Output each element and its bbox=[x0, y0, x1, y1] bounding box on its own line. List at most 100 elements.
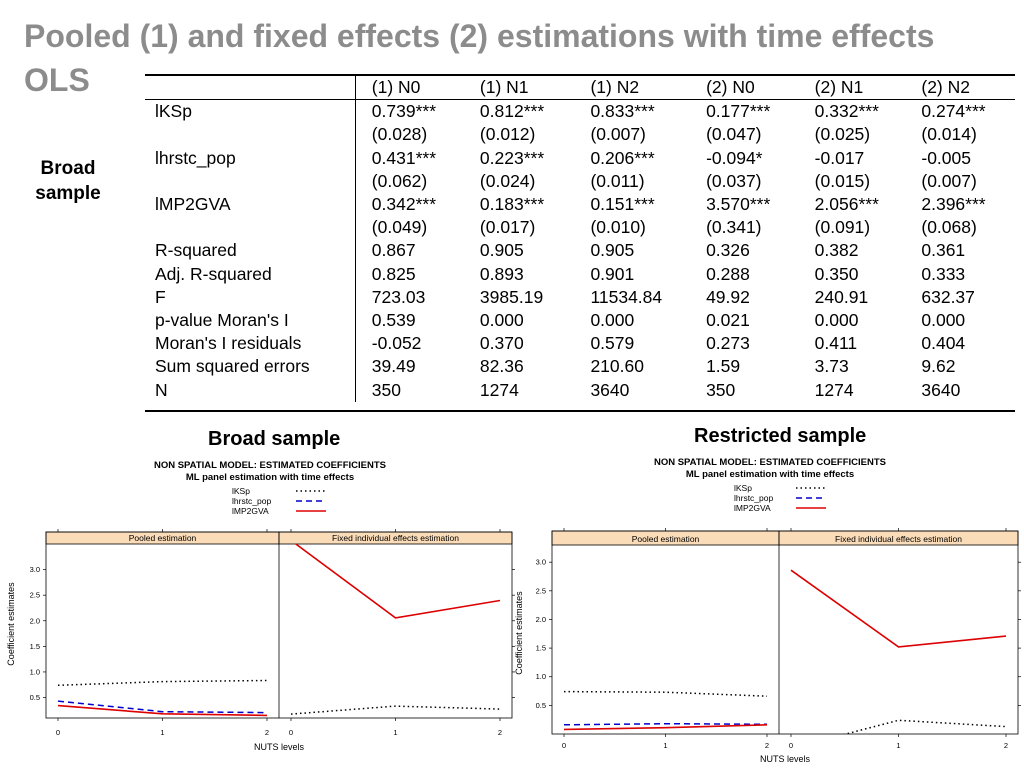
table-header-cell: (1) N2 bbox=[574, 76, 691, 101]
x-tick-label: 2 bbox=[265, 728, 269, 737]
table-cell: 210.60 bbox=[590, 356, 644, 377]
table-cell: 3985.19 bbox=[479, 286, 544, 307]
table-cell: 350 bbox=[706, 379, 736, 400]
table-header-cell: (2) N2 bbox=[905, 76, 1015, 101]
table-cell: (0.010) bbox=[590, 217, 646, 238]
table-cell: (0.047) bbox=[706, 124, 762, 145]
table-cell: (0.037) bbox=[706, 170, 762, 191]
table-cell: (0.062) bbox=[371, 170, 428, 191]
series-line-lmp2gva bbox=[294, 544, 501, 619]
series-line-lmp2gva bbox=[57, 704, 268, 717]
row-label: p-value Moran's I bbox=[145, 309, 356, 333]
series-line-lksp bbox=[57, 679, 268, 687]
x-tick-label: 0 bbox=[289, 728, 293, 737]
table-cell: (0.028) bbox=[371, 124, 428, 145]
table-row: lKSp 0.739*** 0.812*** 0.833*** 0.177*** 0.33… bbox=[145, 99, 1015, 124]
y-axis-label: Coefficient estimates bbox=[6, 582, 16, 666]
table-cell: 0.539 bbox=[371, 310, 416, 331]
y-tick-label: 0.5 bbox=[30, 693, 40, 702]
series-line-lksp bbox=[290, 705, 501, 715]
series-line-lmp2gva bbox=[563, 724, 768, 731]
row-label: N bbox=[145, 378, 356, 402]
table-header-cell: (2) N1 bbox=[798, 76, 906, 101]
table-cell: 39.49 bbox=[371, 356, 416, 377]
chart-subtitle: ML panel estimation with time effects bbox=[186, 472, 354, 483]
table-cell: (0.007) bbox=[921, 170, 977, 191]
x-tick-label: 0 bbox=[562, 741, 566, 750]
table-cell: 0.404 bbox=[921, 333, 966, 354]
y-tick-label: 2.0 bbox=[536, 615, 546, 624]
table-row: (0.062) (0.024) (0.011) (0.037) (0.015) (0.00… bbox=[145, 169, 1015, 194]
table-cell: (0.068) bbox=[921, 217, 977, 238]
table-cell: 0.350 bbox=[814, 263, 859, 284]
legend-label: lMP2GVA bbox=[734, 503, 771, 513]
table-cell: 0.901 bbox=[590, 263, 635, 284]
row-label bbox=[145, 169, 356, 194]
broad-sample-heading: Broad sample bbox=[208, 428, 341, 450]
row-label: R-squared bbox=[145, 239, 356, 263]
slide-title-line1: Pooled (1) and fixed effects (2) estimat… bbox=[24, 18, 935, 54]
table-body: lKSp 0.739*** 0.812*** 0.833*** 0.177*** 0.33… bbox=[145, 99, 1015, 402]
table-header-cell: (2) N0 bbox=[690, 76, 799, 101]
table-cell: 49.92 bbox=[706, 286, 750, 307]
table-cell: (0.024) bbox=[479, 170, 536, 191]
chart-title: NON SPATIAL MODEL: ESTIMATED COEFFICIENT… bbox=[154, 460, 386, 471]
x-tick-label: 2 bbox=[765, 741, 769, 750]
panel-strip-label: Pooled estimation bbox=[632, 534, 700, 544]
table-cell: 0.361 bbox=[921, 240, 966, 261]
y-tick-label: 0.5 bbox=[536, 701, 546, 710]
table-cell: 1.59 bbox=[706, 356, 741, 377]
panel-series-group bbox=[790, 569, 1007, 734]
table-cell: 0.288 bbox=[706, 263, 750, 284]
table-cell: 82.36 bbox=[479, 356, 524, 377]
slide-title-line2: OLS bbox=[24, 62, 90, 98]
panel-series-group bbox=[57, 679, 268, 717]
x-tick-label: 0 bbox=[789, 741, 793, 750]
table-cell: -0.017 bbox=[814, 147, 865, 168]
restricted-sample-chart: NON SPATIAL MODEL: ESTIMATED COEFFICIENT… bbox=[514, 457, 1021, 764]
table-cell: (0.049) bbox=[371, 217, 428, 238]
panel-strip-label: Fixed individual effects estimation bbox=[835, 534, 962, 544]
table-cell: 0.867 bbox=[371, 240, 416, 261]
series-line-lhrstc-pop bbox=[57, 700, 268, 714]
table-cell: 2.396*** bbox=[921, 194, 986, 215]
table-cell: 0.274*** bbox=[921, 101, 986, 122]
y-tick-label: 3.0 bbox=[536, 558, 546, 567]
table-cell: -0.052 bbox=[371, 333, 422, 354]
series-line-lhrstc-pop bbox=[563, 722, 768, 726]
table-cell: 2.056*** bbox=[814, 194, 879, 215]
row-label: lKSp bbox=[145, 99, 356, 124]
y-axis-label: Coefficient estimates bbox=[514, 591, 524, 675]
side-label-line1: Broad bbox=[40, 158, 96, 179]
panel-strip-label: Pooled estimation bbox=[129, 533, 197, 543]
x-axis-label: NUTS levels bbox=[760, 754, 811, 764]
table-cell: 240.91 bbox=[814, 286, 869, 307]
table-row: p-value Moran's I 0.539 0.000 0.000 0.021 0.0… bbox=[145, 309, 1015, 333]
table-cell: (0.007) bbox=[590, 124, 646, 145]
legend-label: lMP2GVA bbox=[232, 506, 269, 516]
y-tick-label: 3.0 bbox=[30, 565, 40, 574]
table-header-variable bbox=[145, 76, 356, 101]
panel-series-group bbox=[290, 544, 501, 715]
row-label: Adj. R-squared bbox=[145, 262, 356, 286]
x-tick-label: 2 bbox=[1004, 741, 1008, 750]
table-cell: (0.025) bbox=[814, 124, 871, 145]
row-label: Sum squared errors bbox=[145, 355, 356, 379]
table-cell: 3640 bbox=[590, 379, 630, 400]
table-cell: 3.73 bbox=[814, 356, 849, 377]
table-cell: 0.223*** bbox=[479, 147, 545, 168]
x-tick-label: 1 bbox=[160, 728, 164, 737]
table-cell: -0.094* bbox=[706, 147, 763, 168]
table-cell: 0.333 bbox=[921, 263, 966, 284]
panel-series-group bbox=[563, 690, 768, 731]
row-label: F bbox=[145, 285, 356, 310]
panel-strip-label: Fixed individual effects estimation bbox=[332, 533, 459, 543]
y-tick-label: 2.0 bbox=[30, 616, 40, 625]
slide-title: Pooled (1) and fixed effects (2) estimat… bbox=[24, 14, 1014, 102]
table-cell: (0.011) bbox=[590, 170, 645, 191]
table-cell: 0.000 bbox=[921, 310, 966, 331]
table-row: Moran's I residuals -0.052 0.370 0.579 0.273… bbox=[145, 332, 1015, 356]
y-tick-label: 1.5 bbox=[30, 642, 40, 651]
table-header-cell: (1) N1 bbox=[463, 76, 575, 101]
legend-label: lhrstc_pop bbox=[232, 496, 271, 506]
